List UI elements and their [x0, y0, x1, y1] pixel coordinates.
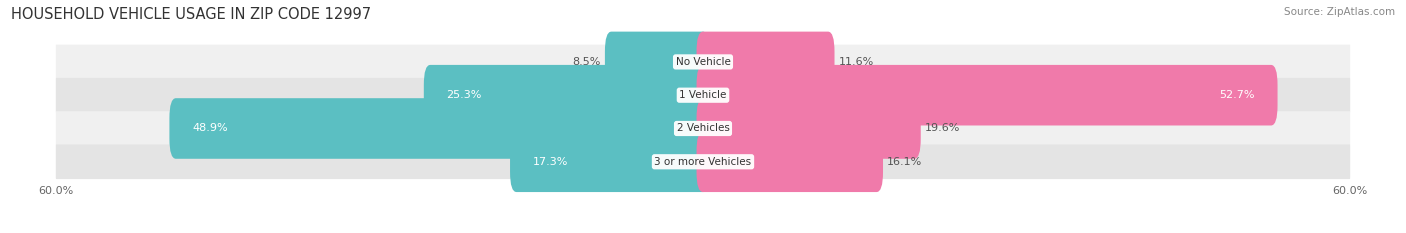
Text: 16.1%: 16.1% [887, 157, 922, 167]
Text: 48.9%: 48.9% [193, 123, 228, 134]
FancyBboxPatch shape [696, 32, 835, 92]
FancyBboxPatch shape [423, 65, 710, 126]
Text: 2 Vehicles: 2 Vehicles [676, 123, 730, 134]
FancyBboxPatch shape [696, 131, 883, 192]
FancyBboxPatch shape [170, 98, 710, 159]
FancyBboxPatch shape [510, 131, 710, 192]
Text: 3 or more Vehicles: 3 or more Vehicles [654, 157, 752, 167]
Text: 11.6%: 11.6% [839, 57, 875, 67]
FancyBboxPatch shape [56, 144, 1350, 179]
FancyBboxPatch shape [56, 45, 1350, 79]
Text: HOUSEHOLD VEHICLE USAGE IN ZIP CODE 12997: HOUSEHOLD VEHICLE USAGE IN ZIP CODE 1299… [11, 7, 371, 22]
Text: 19.6%: 19.6% [925, 123, 960, 134]
Text: 17.3%: 17.3% [533, 157, 568, 167]
Text: 8.5%: 8.5% [572, 57, 600, 67]
Text: 1 Vehicle: 1 Vehicle [679, 90, 727, 100]
FancyBboxPatch shape [696, 98, 921, 159]
Text: 25.3%: 25.3% [447, 90, 482, 100]
FancyBboxPatch shape [605, 32, 710, 92]
Text: No Vehicle: No Vehicle [675, 57, 731, 67]
Text: Source: ZipAtlas.com: Source: ZipAtlas.com [1284, 7, 1395, 17]
FancyBboxPatch shape [696, 65, 1278, 126]
Text: 52.7%: 52.7% [1219, 90, 1256, 100]
FancyBboxPatch shape [56, 111, 1350, 146]
FancyBboxPatch shape [56, 78, 1350, 113]
